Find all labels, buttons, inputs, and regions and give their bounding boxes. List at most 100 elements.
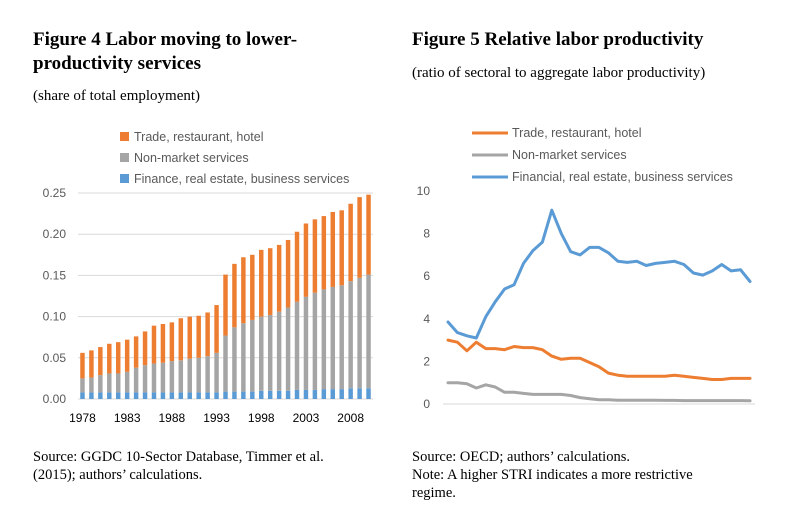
bar-segment — [330, 389, 336, 399]
bar-segment — [223, 391, 228, 399]
bar-segment — [107, 392, 112, 399]
bar-segment — [285, 239, 291, 308]
bar-segment — [205, 392, 210, 399]
bar-segment — [259, 390, 264, 399]
bar-segment — [133, 367, 139, 393]
bar-segment — [321, 216, 327, 290]
x-tick-label: 2003 — [671, 414, 698, 415]
x-tick-label: 1993 — [576, 414, 603, 415]
bar-segment — [276, 244, 282, 312]
bar-segment — [107, 343, 112, 374]
bar-segment — [285, 307, 291, 391]
bar-segment — [285, 390, 291, 399]
bar-segment — [339, 210, 344, 286]
figure-4-title-line2: productivity services — [33, 53, 201, 74]
legend-swatch — [120, 174, 129, 183]
figure-5-title: Figure 5 Relative labor productivity — [412, 29, 704, 50]
legend-label: Trade, restaurant, hotel — [512, 126, 641, 140]
bar-segment — [357, 388, 362, 399]
bar-segment — [115, 342, 121, 374]
bar-segment — [223, 274, 228, 336]
bar-segment — [151, 392, 157, 399]
bar-segment — [205, 356, 210, 393]
bar-segment — [151, 325, 157, 364]
legend-swatch — [120, 153, 129, 162]
figure-4-chart: 0.00 0.05 0.10 0.15 0.20 0.25 1978 1983 1988 1993… — [43, 130, 373, 425]
bar-segment — [339, 389, 344, 399]
bar-segment — [312, 219, 318, 293]
bar-segment — [187, 358, 192, 393]
bar-segment — [124, 392, 130, 399]
bar-segment — [80, 392, 85, 399]
y-tick-label: 8 — [423, 227, 430, 241]
x-tick-label: 1983 — [482, 414, 509, 415]
bar-segment — [160, 324, 166, 363]
bar-segment — [241, 323, 246, 392]
bar-segment — [348, 388, 353, 399]
bar-segment — [214, 305, 219, 353]
bar-segment — [303, 389, 309, 399]
bar-segment — [160, 392, 166, 399]
figure-4-source-line2: (2015); authors’ calculations. — [33, 467, 203, 483]
y-tick-label: 0.05 — [43, 351, 67, 365]
bar-segment — [214, 392, 219, 399]
bar-segment — [160, 362, 166, 393]
bar-segment — [241, 391, 246, 399]
x-tick-label: 1988 — [159, 411, 186, 425]
bar-segment — [98, 375, 103, 393]
bar-segment — [142, 392, 148, 399]
bar-segment — [124, 371, 130, 393]
bar-segment — [80, 378, 85, 393]
y-tick-label: 0.20 — [43, 227, 67, 241]
bar-segment — [259, 249, 264, 317]
bar-segment — [330, 286, 336, 390]
bar-segment — [107, 373, 112, 393]
bar-segment — [348, 281, 353, 389]
bar-segment — [133, 336, 139, 368]
y-tick-label: 0.10 — [43, 310, 67, 324]
figure-4-title-line1: Figure 4 Labor moving to lower- — [33, 29, 298, 50]
bar-segment — [366, 388, 371, 399]
bar-segment — [89, 392, 94, 399]
bar-segment — [357, 197, 362, 278]
bar-segment — [250, 254, 255, 320]
bar-segment — [312, 292, 318, 390]
bar-segment — [348, 203, 353, 282]
legend-label: Non-market services — [512, 148, 627, 162]
legend-label: Finance, real estate, business services — [134, 172, 349, 186]
bar-segment — [196, 392, 201, 399]
y-tick-label: 2 — [423, 354, 430, 368]
bar-segment — [151, 363, 157, 393]
bar-segment — [321, 289, 327, 390]
bar-segment — [115, 392, 121, 399]
bar-segment — [267, 248, 273, 315]
y-tick-label: 4 — [423, 312, 430, 326]
bar-segment — [187, 316, 192, 359]
bar-segment — [124, 339, 130, 372]
x-tick-label: 2003 — [293, 411, 320, 425]
bar-segment — [133, 392, 139, 399]
bar-segment — [142, 331, 148, 366]
bar-segment — [178, 392, 184, 399]
bar-segment — [98, 392, 103, 399]
bar-segment — [80, 352, 85, 379]
bar-segment — [241, 257, 246, 324]
bar-segment — [339, 285, 344, 390]
bar-segment — [276, 311, 282, 391]
y-tick-label: 0.00 — [43, 392, 67, 406]
series-line — [446, 208, 752, 340]
figure-5-panel: Figure 5 Relative labor productivity (ra… — [400, 0, 809, 532]
bar-segment — [178, 318, 184, 361]
bar-segment — [294, 301, 300, 390]
bar-segment — [98, 347, 103, 376]
x-tick-label: 1998 — [248, 411, 275, 425]
y-tick-label: 10 — [417, 184, 431, 198]
bar-segment — [214, 352, 219, 393]
bar-segment — [250, 319, 255, 392]
figure-5-source-line2: Note: A higher STRI indicates a more res… — [412, 467, 693, 483]
bar-segment — [232, 327, 237, 392]
bar-segment — [267, 390, 273, 399]
bar-segment — [276, 390, 282, 399]
legend-label: Non-market services — [134, 151, 249, 165]
x-tick-label: 2008 — [718, 414, 745, 415]
